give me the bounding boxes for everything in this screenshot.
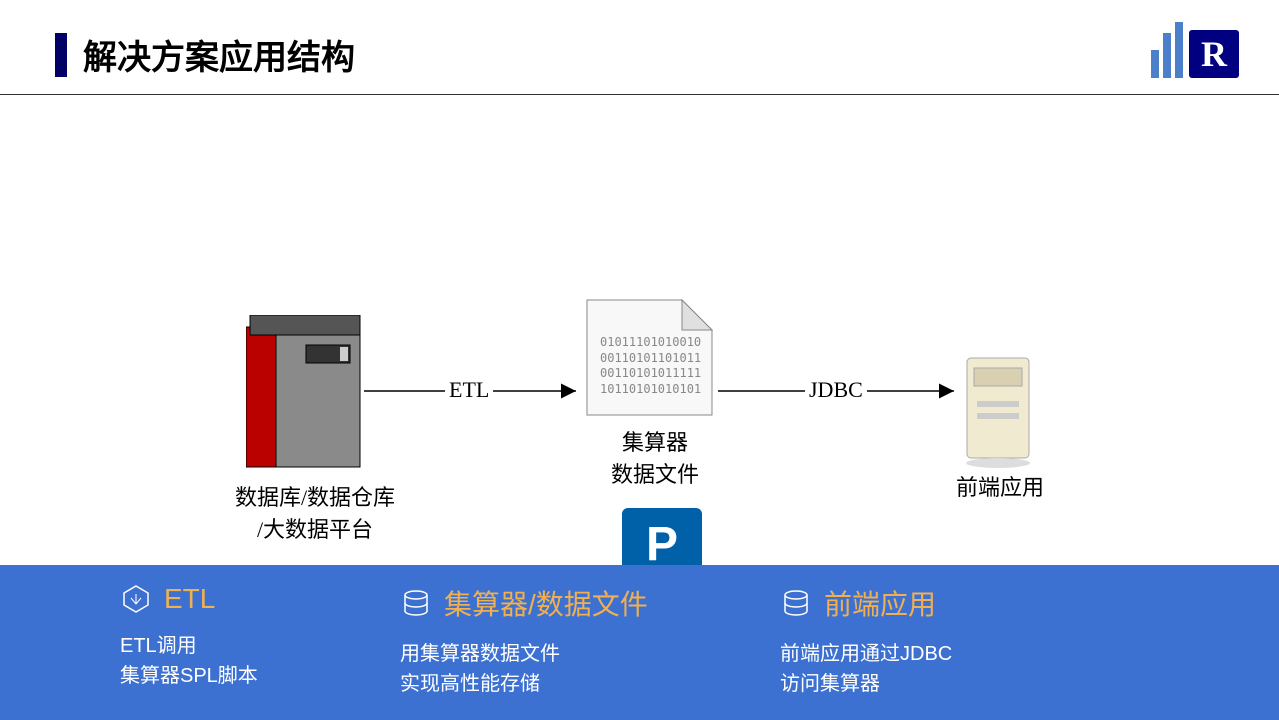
logo-letter: R [1189,30,1239,78]
arrows [0,100,1279,565]
page-title: 解决方案应用结构 [83,30,355,79]
header: 解决方案应用结构 R [0,0,1279,100]
logo: R [1151,22,1239,78]
etl-arrow-label: ETL [445,377,493,403]
diagram: 数据库/数据仓库 /大数据平台 01011101010010 001101011… [0,100,1279,565]
footer: ETL ETL调用 集算器SPL脚本 集算器/数据文件 用集算器数据文件 实现高… [0,565,1279,720]
title-area: 解决方案应用结构 [0,0,1279,79]
database-icon [400,587,432,619]
header-divider [0,94,1279,95]
jdbc-arrow-label: JDBC [805,377,867,403]
footer-col-datafile: 集算器/数据文件 用集算器数据文件 实现高性能存储 [400,583,780,720]
logo-bars-icon [1151,22,1183,78]
accent-bar [55,33,67,77]
hexagon-icon [120,583,152,615]
database-icon [780,587,812,619]
footer-col-frontend: 前端应用 前端应用通过JDBC 访问集算器 [780,583,1080,720]
footer-col-etl: ETL ETL调用 集算器SPL脚本 [120,583,400,720]
